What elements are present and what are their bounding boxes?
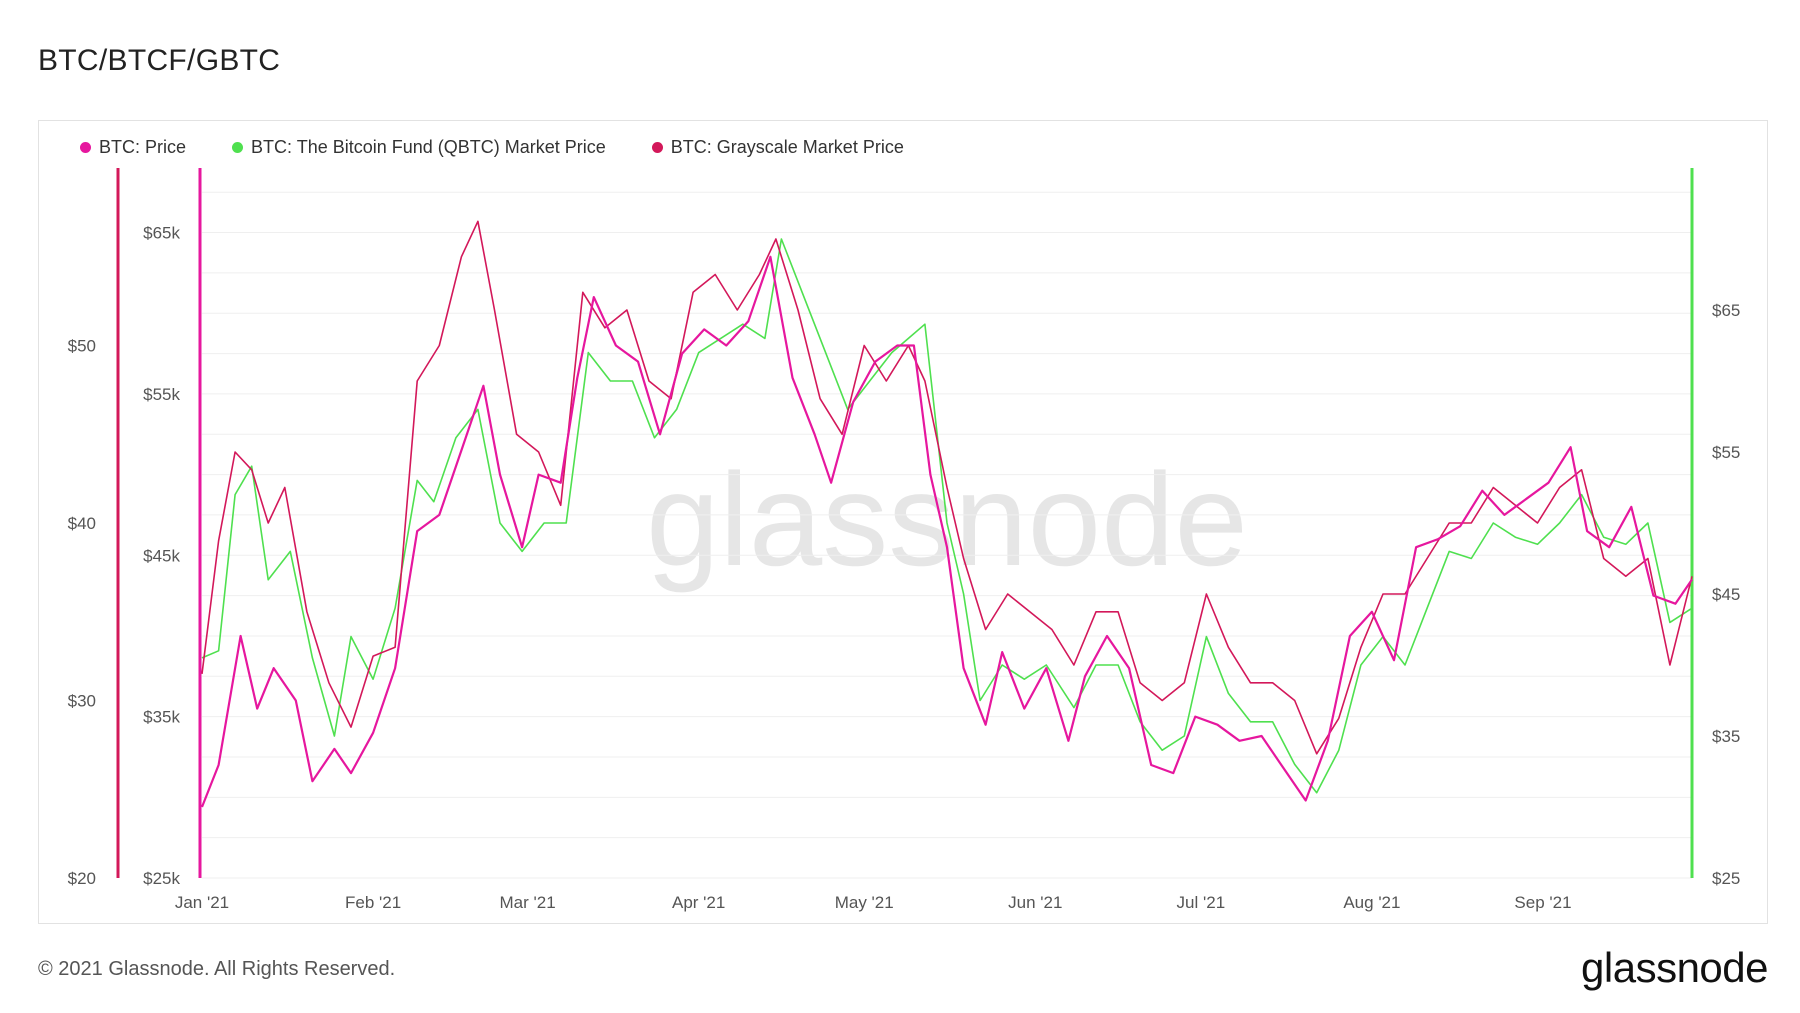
x-axis-tick-label: Jan '21: [175, 893, 229, 912]
x-axis-tick-label: Sep '21: [1514, 893, 1571, 912]
legend-item-btc-price[interactable]: BTC: Price: [80, 137, 186, 158]
qbtc-axis-tick-label: $35: [1712, 727, 1740, 746]
legend-label: BTC: Price: [99, 137, 187, 157]
qbtc-axis-tick-label: $55: [1712, 443, 1740, 462]
x-axis-tick-label: Apr '21: [672, 893, 725, 912]
legend-dot-icon: [651, 142, 663, 153]
legend-label: BTC: Grayscale Market Price: [670, 137, 904, 157]
x-axis-tick-label: Feb '21: [345, 893, 401, 912]
qbtc-price-line: [201, 238, 1693, 794]
gbtc-axis-tick-label: $50: [68, 337, 96, 356]
gbtc-axis-tick-label: $30: [68, 692, 96, 711]
x-axis-tick-label: Mar '21: [500, 893, 556, 912]
page-title: BTC/BTCF/GBTC: [38, 44, 281, 77]
legend-dot-icon: [80, 142, 91, 153]
x-axis-tick-label: May '21: [835, 893, 894, 912]
btc-price-line: [200, 255, 1693, 808]
chart-legend: BTC: Price BTC: The Bitcoin Fund (QBTC) …: [80, 137, 904, 158]
btc-axis-tick-label: $25k: [143, 869, 180, 888]
qbtc-axis-tick-label: $25: [1712, 869, 1740, 888]
x-axis-tick-label: Aug '21: [1343, 893, 1400, 912]
qbtc-axis-tick-label: $65: [1712, 301, 1740, 320]
copyright-footer: © 2021 Glassnode. All Rights Reserved.: [38, 958, 396, 980]
legend-item-qbtc[interactable]: BTC: The Bitcoin Fund (QBTC) Market Pric…: [232, 137, 606, 158]
legend-item-grayscale[interactable]: BTC: Grayscale Market Price: [651, 137, 904, 158]
btc-axis-tick-label: $55k: [143, 385, 180, 404]
qbtc-axis-tick-label: $45: [1712, 585, 1740, 604]
gbtc-axis-tick-label: $40: [68, 514, 96, 533]
btc-axis-tick-label: $65k: [143, 224, 180, 243]
gbtc-price-line: [201, 220, 1693, 755]
gbtc-axis-tick-label: $20: [68, 869, 96, 888]
legend-dot-icon: [232, 142, 244, 153]
btc-axis-tick-label: $35k: [143, 708, 180, 727]
glassnode-logo[interactable]: glassnode: [1581, 944, 1768, 991]
x-axis-tick-label: Jun '21: [1008, 893, 1062, 912]
btc-axis-tick-label: $45k: [143, 546, 180, 565]
legend-label: BTC: The Bitcoin Fund (QBTC) Market Pric…: [251, 137, 606, 157]
x-axis-tick-label: Jul '21: [1177, 893, 1226, 912]
chart-frame: [38, 120, 1768, 924]
